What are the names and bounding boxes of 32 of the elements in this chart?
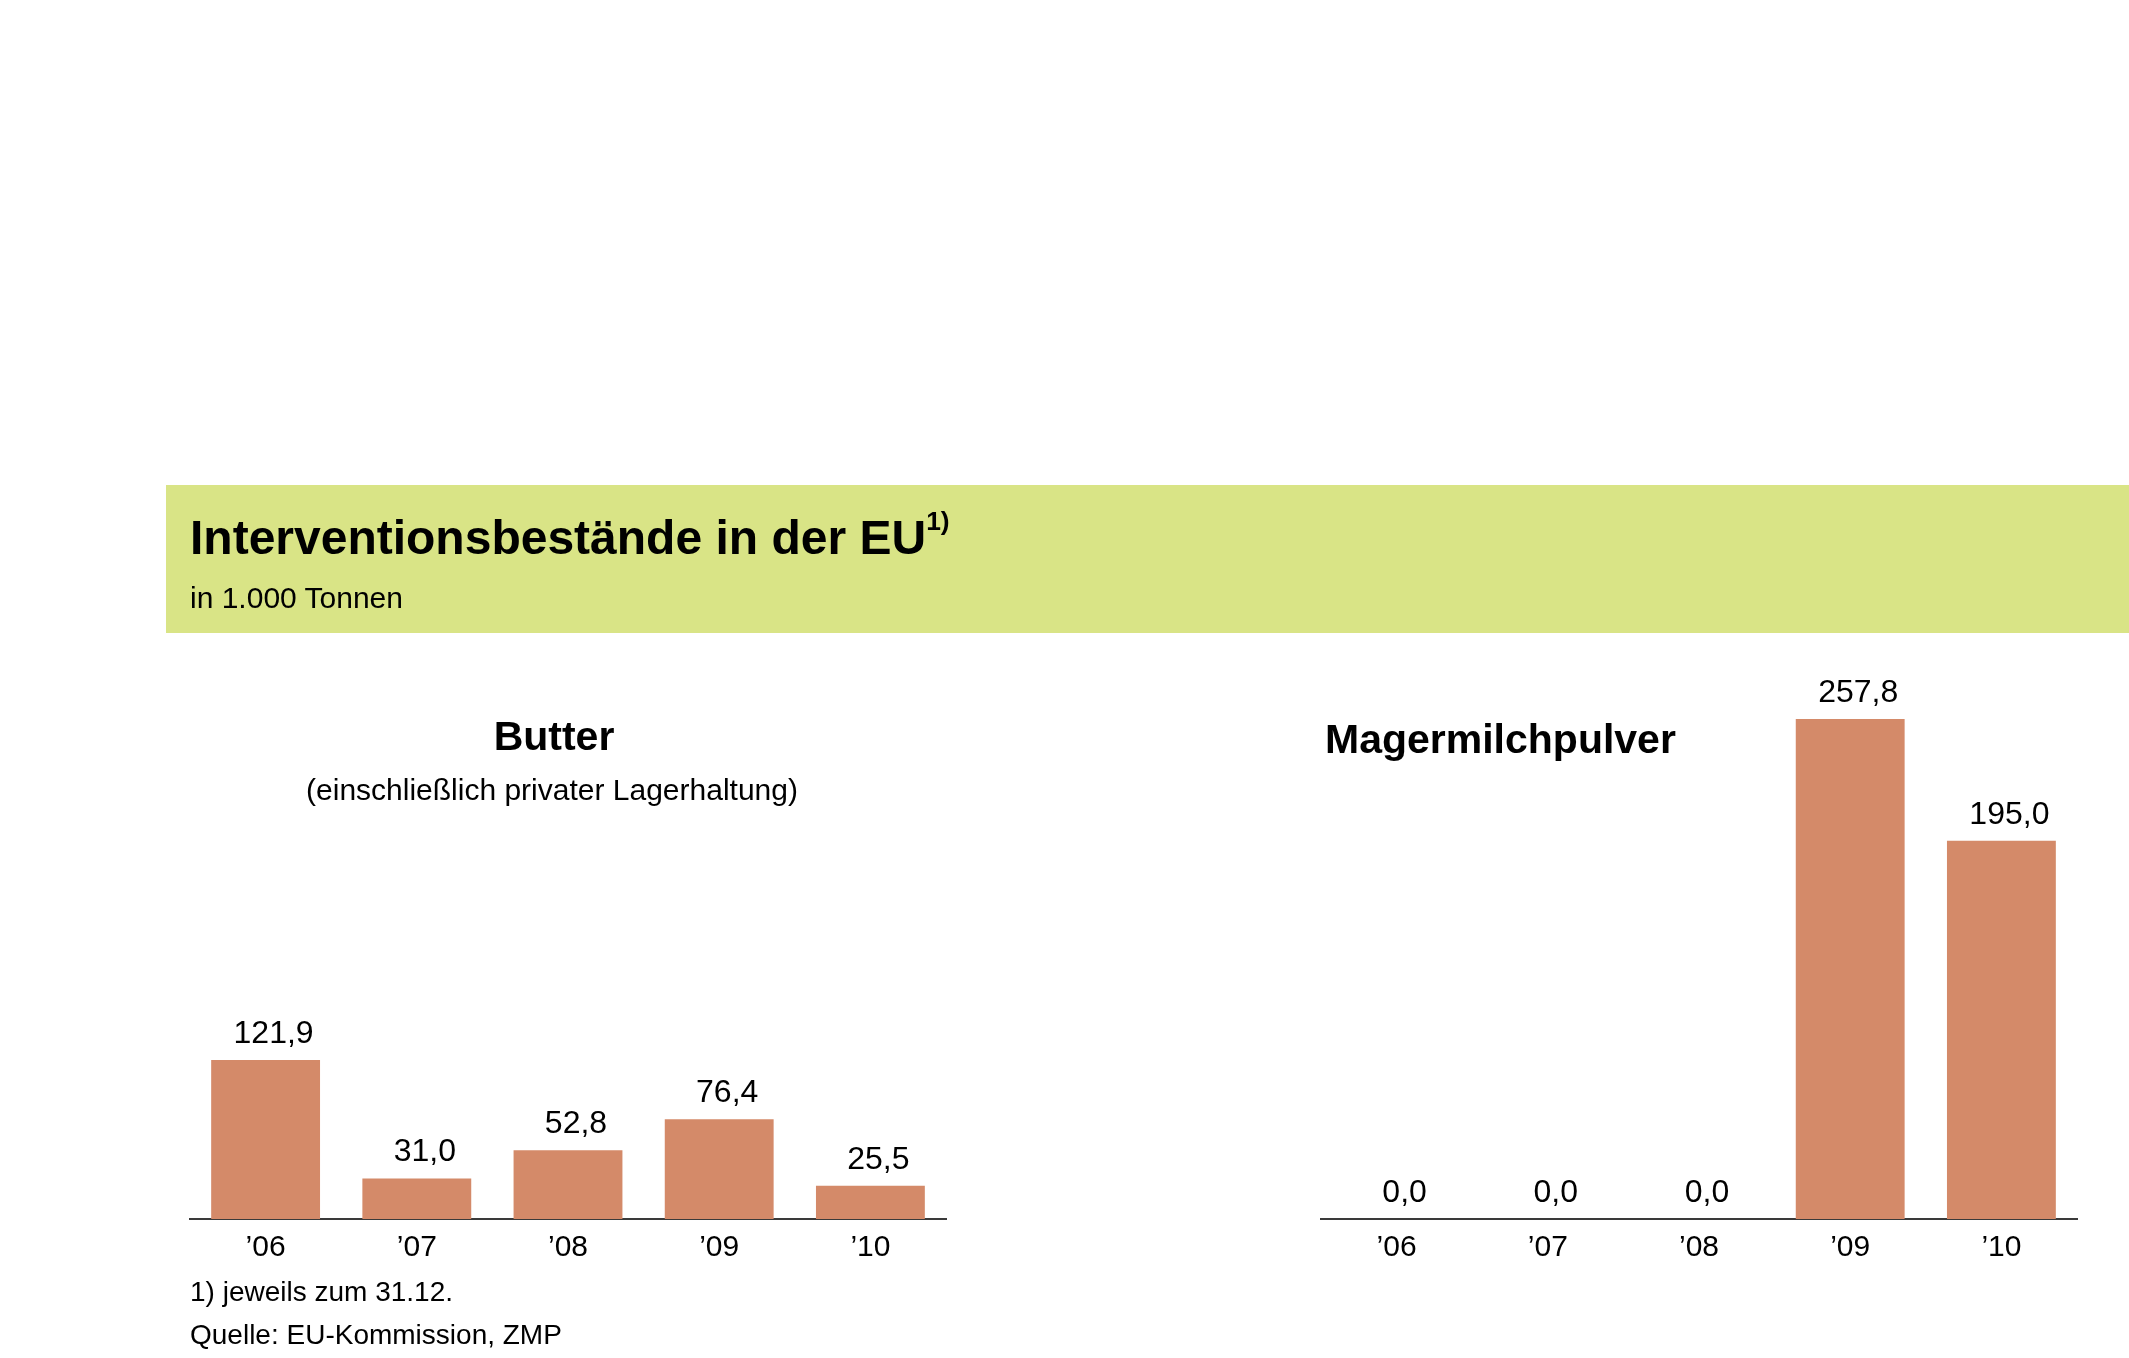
data-label: 257,8 [1818,672,1899,709]
x-tick-label: ’10 [1981,1229,2022,1263]
text: Interventionsbestände in der EU$^{1)}$ [190,506,950,566]
chart-title: Butter [493,713,615,761]
text: in 1.000 Tonnen [190,581,403,616]
bar [513,1150,623,1219]
source-note: Quelle: EU-Kommission, ZMP [190,1319,562,1352]
bar [664,1119,774,1219]
data-label: 31,0 [393,1132,456,1169]
bar [362,1178,472,1219]
data-label: 52,8 [544,1103,608,1140]
data-label: 25,5 [847,1139,910,1176]
text: 1) jeweils zum 31.12. [190,1276,454,1309]
x-tick-label: ’07 [396,1229,437,1263]
bar [815,1185,925,1219]
chart-title: Magermilchpulver [1325,716,1676,764]
x-tick-label: ’09 [699,1229,740,1263]
x-tick-label: ’08 [547,1229,589,1263]
data-label: 121,9 [233,1013,314,1050]
bar [211,1060,321,1219]
data-label: 195,0 [1969,794,2050,831]
x-tick-label: ’08 [1678,1229,1720,1263]
x-tick-label: ’09 [1830,1229,1871,1263]
x-tick-label: ’06 [1376,1229,1417,1263]
chart-subtitle: (einschließlich privater Lagerhaltung) [306,773,798,808]
x-tick-label: ’06 [245,1229,286,1263]
data-label: 0,0 [1382,1172,1427,1209]
x-tick-label: ’07 [1527,1229,1568,1263]
x-tick-label: ’10 [850,1229,891,1263]
data-label: 0,0 [1533,1172,1579,1209]
data-label: 0,0 [1684,1172,1730,1209]
data-label: 76,4 [696,1073,759,1110]
